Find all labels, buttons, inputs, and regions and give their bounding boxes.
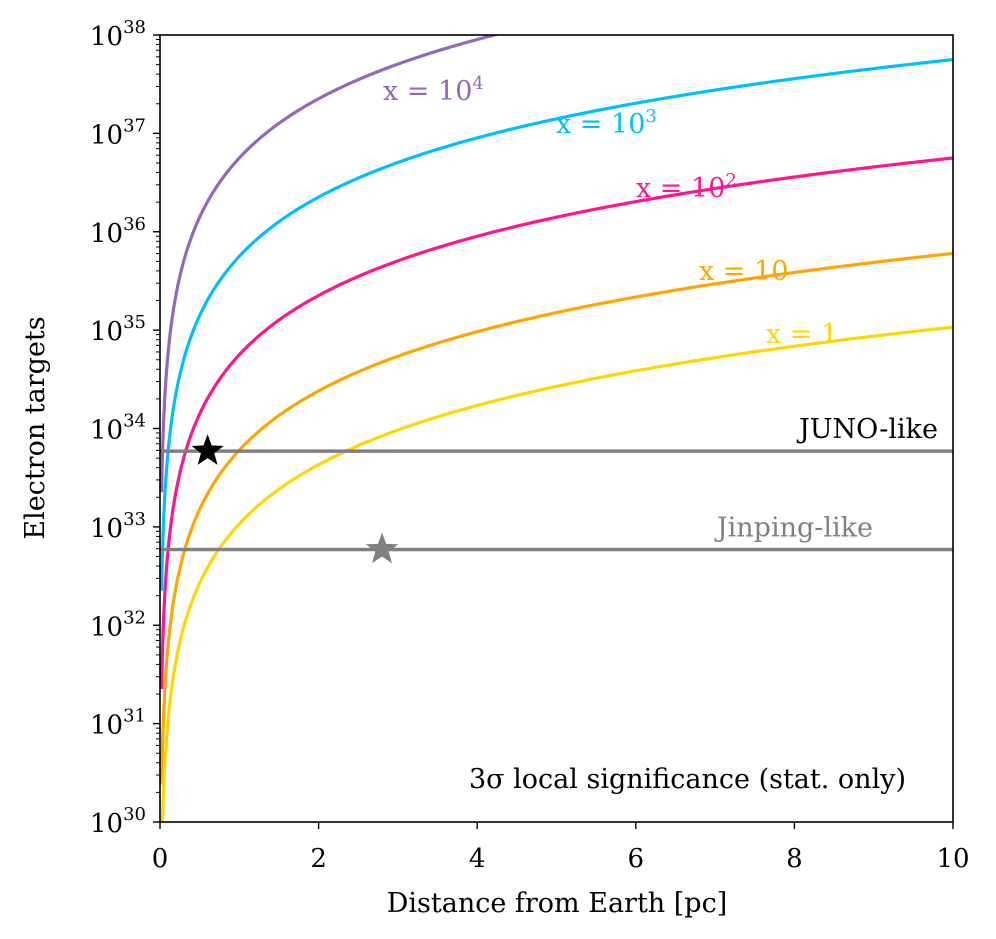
reference-line-label: JUNO-like bbox=[796, 414, 938, 445]
series-labels: x = 104 x = 103 x = 102 x = 10 x = 1 bbox=[383, 73, 838, 350]
x-axis-title: Distance from Earth [pc] bbox=[387, 888, 728, 919]
star-marker bbox=[191, 434, 224, 465]
x-tick-label: 8 bbox=[786, 844, 803, 874]
sigma-symbol: 3σ bbox=[469, 764, 505, 795]
star-marker bbox=[365, 532, 399, 564]
series-line bbox=[160, 325, 953, 822]
x-tick-label: 4 bbox=[469, 844, 486, 874]
series-line bbox=[160, 35, 501, 493]
series-layer bbox=[160, 35, 953, 822]
x-tick-label: 2 bbox=[310, 844, 327, 874]
markers bbox=[191, 434, 399, 564]
series-label: x = 103 bbox=[556, 106, 657, 140]
y-tick-label: 1031 bbox=[90, 706, 146, 741]
x-tick-label: 6 bbox=[628, 844, 645, 874]
y-tick-label: 1038 bbox=[90, 17, 146, 52]
reference-lines bbox=[160, 449, 953, 552]
y-axis-title: Electron targets bbox=[20, 316, 51, 539]
annotation-text: local significance (stat. only) bbox=[505, 764, 906, 795]
series-label: x = 10 bbox=[699, 256, 788, 287]
series-line bbox=[160, 251, 953, 785]
series-line bbox=[160, 57, 953, 591]
series-line bbox=[160, 156, 953, 690]
series-label: x = 102 bbox=[636, 170, 737, 204]
significance-annotation: 3σ local significance (stat. only) bbox=[469, 764, 906, 795]
y-tick-label: 1030 bbox=[90, 804, 146, 839]
y-tick-label: 1035 bbox=[90, 312, 146, 347]
y-tick-label: 1032 bbox=[90, 607, 146, 642]
y-tick-label: 1037 bbox=[90, 115, 146, 150]
reference-line-labels: JUNO-like Jinping-like bbox=[714, 414, 938, 543]
x-tick-label: 0 bbox=[152, 844, 169, 874]
series-label: x = 1 bbox=[766, 319, 838, 350]
y-tick-label: 1033 bbox=[90, 509, 146, 544]
y-tick-label: 1034 bbox=[90, 411, 146, 446]
series-label: x = 104 bbox=[383, 73, 484, 107]
reference-line-label: Jinping-like bbox=[714, 513, 873, 544]
x-tick-label: 10 bbox=[936, 844, 969, 874]
x-axis: 0 2 4 6 8 10 bbox=[152, 822, 970, 874]
y-axis: 1030 1031 1032 1033 1034 1035 1036 1037 1038 bbox=[90, 17, 160, 839]
y-tick-label: 1036 bbox=[90, 214, 146, 249]
